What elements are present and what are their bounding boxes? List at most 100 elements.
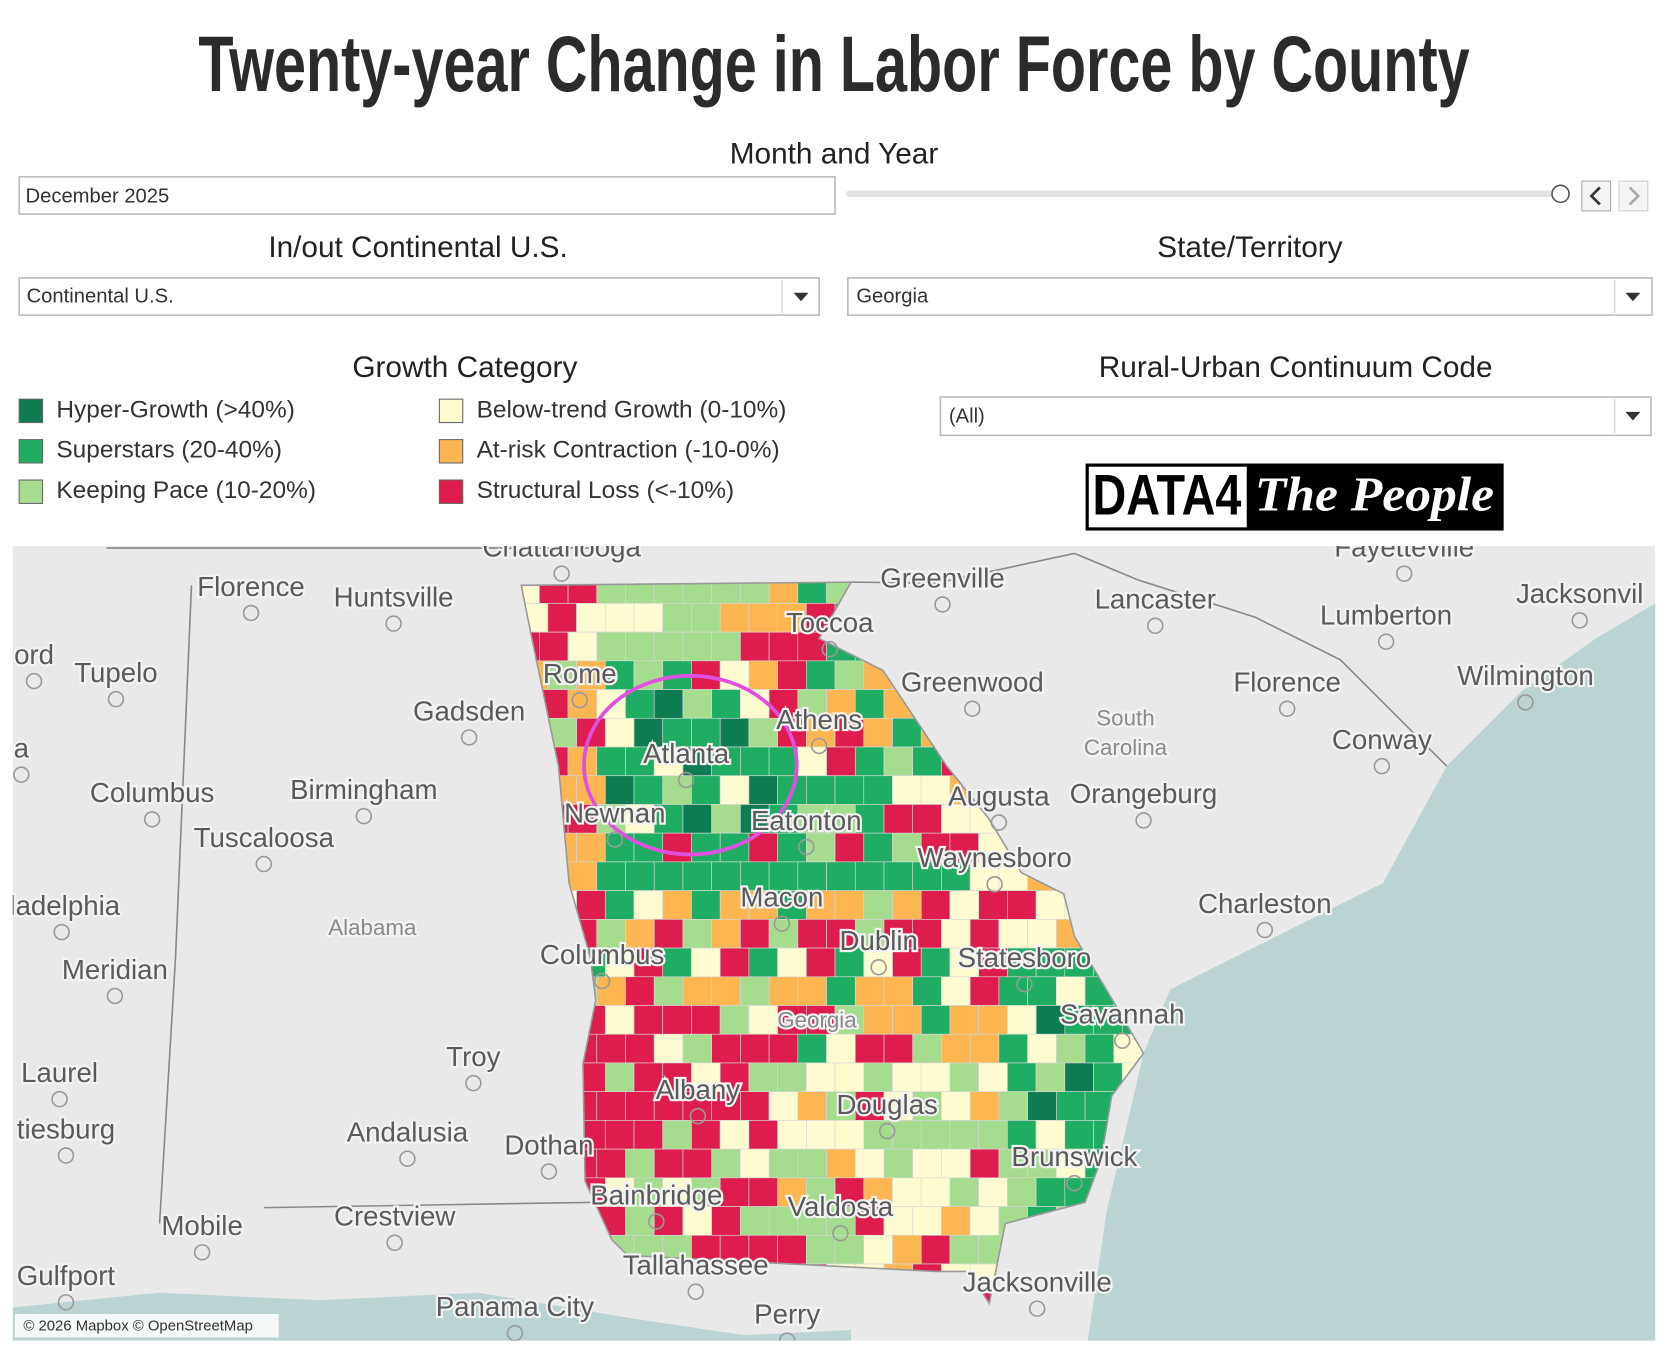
county[interactable] (662, 717, 692, 748)
county[interactable] (719, 947, 750, 978)
county[interactable] (834, 1120, 865, 1150)
county[interactable] (978, 1177, 1008, 1207)
county[interactable] (777, 1234, 807, 1265)
county[interactable] (920, 1005, 951, 1035)
county[interactable] (797, 861, 827, 891)
county[interactable] (748, 890, 778, 920)
county[interactable] (912, 1091, 942, 1121)
county[interactable] (596, 631, 626, 662)
county[interactable] (949, 1234, 979, 1265)
county[interactable] (740, 919, 770, 949)
county[interactable] (949, 947, 979, 978)
county[interactable] (596, 861, 626, 891)
county[interactable] (797, 1091, 827, 1121)
county[interactable] (883, 746, 914, 777)
county[interactable] (978, 1120, 1008, 1150)
county[interactable] (892, 717, 922, 748)
county[interactable] (806, 1005, 836, 1035)
county[interactable] (768, 746, 799, 777)
county[interactable] (1007, 890, 1037, 920)
county[interactable] (682, 746, 712, 777)
county[interactable] (1064, 1062, 1094, 1093)
county[interactable] (969, 1206, 1000, 1236)
county[interactable] (854, 861, 885, 891)
county[interactable] (768, 976, 799, 1006)
county[interactable] (777, 603, 807, 633)
county[interactable] (1027, 1148, 1057, 1179)
county[interactable] (682, 976, 712, 1006)
county[interactable] (768, 689, 799, 719)
county[interactable] (567, 631, 598, 662)
county[interactable] (653, 919, 684, 949)
county[interactable] (748, 603, 778, 633)
county[interactable] (806, 1177, 836, 1207)
county[interactable] (912, 1206, 942, 1236)
county[interactable] (596, 1148, 626, 1179)
county[interactable] (834, 1234, 865, 1265)
county[interactable] (662, 947, 692, 978)
county[interactable] (854, 746, 885, 777)
county[interactable] (883, 804, 914, 834)
county[interactable] (854, 804, 885, 834)
county[interactable] (625, 1148, 655, 1179)
county[interactable] (653, 1206, 684, 1236)
county[interactable] (604, 1062, 635, 1093)
county[interactable] (682, 1206, 712, 1236)
county[interactable] (797, 689, 827, 719)
county[interactable] (691, 1120, 721, 1150)
legend-label[interactable]: Structural Loss (<-10%) (477, 477, 735, 504)
county[interactable] (633, 775, 664, 805)
county[interactable] (797, 746, 827, 777)
county[interactable] (662, 603, 692, 633)
map[interactable]: Chattanooga Greenville Florence Huntsville L… (0, 531, 1668, 1359)
county[interactable] (768, 1091, 799, 1121)
county[interactable] (920, 1062, 951, 1093)
county[interactable] (863, 1120, 893, 1150)
county[interactable] (719, 1120, 750, 1150)
county[interactable] (863, 775, 893, 805)
county[interactable] (653, 861, 684, 891)
slider-track[interactable] (845, 190, 1561, 198)
county[interactable] (691, 947, 721, 978)
county[interactable] (969, 1148, 1000, 1179)
county[interactable] (539, 631, 569, 662)
county[interactable] (768, 861, 799, 891)
county[interactable] (777, 890, 807, 920)
county[interactable] (662, 1177, 692, 1207)
slider-knob[interactable] (1551, 184, 1570, 204)
county[interactable] (625, 1033, 655, 1064)
county[interactable] (806, 775, 836, 805)
county[interactable] (941, 861, 971, 891)
county[interactable] (625, 746, 655, 777)
county[interactable] (949, 890, 979, 920)
county[interactable] (969, 1091, 1000, 1121)
county[interactable] (653, 976, 684, 1006)
county[interactable] (653, 631, 684, 662)
continental-dropdown[interactable] (18, 277, 820, 316)
county[interactable] (883, 1148, 914, 1179)
county[interactable] (777, 947, 807, 978)
county[interactable] (892, 1120, 922, 1150)
rural-urban-dropdown[interactable] (939, 396, 1652, 437)
county[interactable] (633, 947, 664, 978)
county[interactable] (691, 1005, 721, 1035)
county[interactable] (892, 1177, 922, 1207)
county[interactable] (740, 746, 770, 777)
county[interactable] (711, 689, 741, 719)
county[interactable] (797, 1033, 827, 1064)
county[interactable] (625, 1206, 655, 1236)
county[interactable] (826, 1033, 856, 1064)
county[interactable] (719, 1005, 750, 1035)
county[interactable] (834, 717, 865, 748)
county[interactable] (711, 861, 741, 891)
county[interactable] (892, 1005, 922, 1035)
county[interactable] (920, 890, 951, 920)
county[interactable] (863, 1005, 893, 1035)
county[interactable] (576, 603, 606, 633)
county[interactable] (892, 775, 922, 805)
county[interactable] (834, 1005, 865, 1035)
county[interactable] (834, 775, 865, 805)
county[interactable] (691, 890, 721, 920)
county[interactable] (748, 1177, 778, 1207)
county[interactable] (949, 1005, 979, 1035)
